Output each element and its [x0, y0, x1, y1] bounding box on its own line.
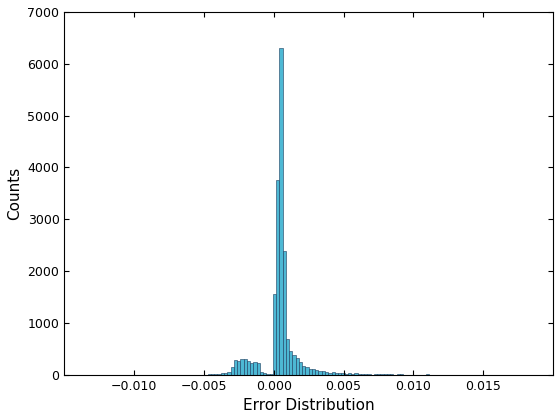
- Bar: [354, 373, 358, 375]
- Bar: [217, 374, 221, 375]
- Bar: [234, 360, 237, 375]
- Bar: [240, 359, 244, 375]
- Bar: [309, 369, 312, 375]
- Bar: [227, 372, 231, 375]
- Bar: [344, 374, 348, 375]
- Bar: [237, 361, 240, 375]
- Bar: [253, 362, 256, 375]
- Bar: [358, 374, 361, 375]
- Bar: [221, 373, 224, 375]
- Bar: [289, 352, 292, 375]
- Bar: [328, 373, 332, 375]
- Bar: [247, 361, 250, 375]
- Bar: [283, 250, 286, 375]
- Bar: [319, 372, 322, 375]
- Bar: [292, 355, 296, 375]
- Bar: [231, 367, 234, 375]
- Bar: [296, 358, 299, 375]
- Bar: [299, 362, 302, 375]
- Bar: [279, 48, 283, 375]
- Bar: [211, 374, 214, 375]
- Bar: [348, 373, 351, 375]
- Bar: [263, 373, 267, 375]
- Bar: [269, 374, 273, 375]
- Bar: [273, 294, 276, 375]
- Bar: [302, 366, 305, 375]
- Bar: [315, 370, 319, 375]
- Bar: [322, 371, 325, 375]
- Bar: [351, 374, 354, 375]
- Bar: [267, 374, 269, 375]
- Bar: [341, 373, 344, 375]
- Bar: [377, 374, 380, 375]
- Bar: [260, 372, 263, 375]
- Bar: [256, 363, 260, 375]
- Bar: [361, 374, 364, 375]
- Bar: [244, 359, 247, 375]
- Bar: [214, 374, 217, 375]
- Bar: [276, 180, 279, 375]
- Bar: [305, 367, 309, 375]
- Bar: [224, 373, 227, 375]
- X-axis label: Error Distribution: Error Distribution: [243, 398, 375, 413]
- Bar: [325, 372, 328, 375]
- Bar: [338, 373, 341, 375]
- Bar: [364, 374, 367, 375]
- Bar: [332, 372, 335, 375]
- Bar: [250, 363, 253, 375]
- Y-axis label: Counts: Counts: [7, 167, 22, 220]
- Bar: [312, 369, 315, 375]
- Bar: [286, 339, 289, 375]
- Bar: [335, 373, 338, 375]
